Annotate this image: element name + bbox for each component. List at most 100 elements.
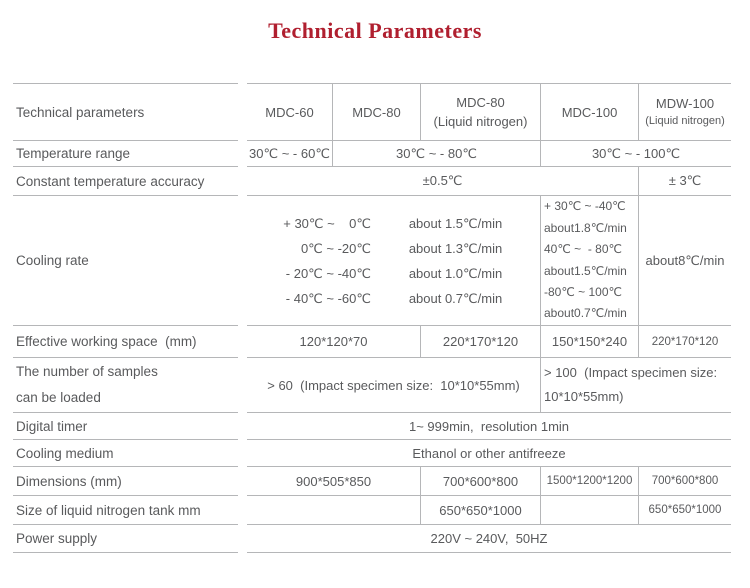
tank-size-mdw100: 650*650*1000 [648,504,722,516]
samples-group2-line2: 10*10*55mm) [544,389,624,404]
cell-cooling-rate-mdw100: about8℃/min [639,196,731,326]
cell-cooling-rate-mdc100: + 30℃ ~ -40℃ about1.8℃/min 40℃ ~ - 80℃ a… [541,196,639,326]
label-dimensions: Dimensions (mm) [16,473,122,489]
label-row-liquid-nitrogen-tank-size: Size of liquid nitrogen tank mm [13,496,238,525]
cell-working-space-mdc80ln: 220*170*120 [421,326,541,358]
cell-temp-range-mdc80-group: 30℃ ~ - 80℃ [333,141,541,167]
label-row-technical-parameters: Technical parameters [13,84,238,141]
working-space-mdw100: 220*170*120 [651,335,719,348]
samples-group2-line1: > 100 (Impact specimen size: [544,365,718,380]
cell-cooling-rate-main: + 30℃ ~ 0℃ 0℃ ~ -20℃ - 20℃ ~ -40℃ - 40℃ … [247,196,541,326]
cooling-rate-mdw100: about8℃/min [645,252,725,268]
label-row-cooling-medium: Cooling medium [13,440,238,467]
cell-dimensions-mdc80ln: 700*600*800 [421,467,541,496]
dimensions-mdc60-80: 900*505*850 [295,473,372,489]
cooling-mdc100-line: -80℃ ~ 100℃ [544,284,622,299]
dimensions-mdc100: 1500*1200*1200 [546,475,633,487]
cooling-rate-line: about 1.5℃/min [408,215,503,231]
cooling-range-line: 0℃ ~ -20℃ [300,240,371,256]
header-mdw100-subtitle: (Liquid nitrogen) [645,115,725,127]
cell-temp-range-mdc100-group: 30℃ ~ - 100℃ [541,141,731,167]
cooling-mdc100-line: 40℃ ~ - 80℃ [544,242,622,257]
parameter-labels-column: Technical parameters Temperature range C… [13,83,238,553]
cell-dimensions-mdw100: 700*600*800 [639,467,731,496]
cooling-mdc100-line: about1.5℃/min [544,263,627,278]
cell-temp-range-mdc60: 30℃ ~ - 60℃ [247,141,333,167]
page-title: Technical Parameters [268,18,482,43]
cell-header-mdc60: MDC-60 [247,84,333,141]
cell-accuracy-mdw100: ± 3℃ [639,167,731,196]
label-row-effective-working-space: Effective working space (mm) [13,326,238,358]
cooling-mdc100-line: about1.8℃/min [544,220,627,235]
cell-cooling-medium: Ethanol or other antifreeze [247,440,731,467]
label-power-supply: Power supply [16,531,98,546]
header-mdw100-name: MDW-100 [655,96,715,111]
label-number-of-samples-line1: The number of samples [16,364,158,379]
label-row-cooling-rate: Cooling rate [13,196,238,326]
label-row-number-of-samples: The number of samples can be loaded [13,358,238,413]
cell-working-space-mdw100: 220*170*120 [639,326,731,358]
cell-dimensions-mdc60-80: 900*505*850 [247,467,421,496]
label-cooling-medium: Cooling medium [16,445,114,461]
label-technical-parameters: Technical parameters [16,104,145,120]
label-liquid-nitrogen-tank-size: Size of liquid nitrogen tank mm [16,502,201,518]
cell-samples-group1: > 60 (Impact specimen size: 10*10*55mm) [247,358,541,413]
temp-range-mdc60: 30℃ ~ - 60℃ [249,145,330,161]
dimensions-mdw100: 700*600*800 [651,475,719,487]
cell-header-mdc80: MDC-80 [333,84,421,141]
cooling-mdc100-line: about0.7℃/min [544,306,627,321]
cell-working-space-mdc100: 150*150*240 [541,326,639,358]
cell-tank-size-mdw100: 650*650*1000 [639,496,731,525]
cooling-rate-line: about 1.0℃/min [408,265,503,281]
label-cooling-rate: Cooling rate [16,253,89,268]
cell-tank-size-mdc60-80 [247,496,421,525]
cell-header-mdw100-liquid-nitrogen: MDW-100 (Liquid nitrogen) [639,84,731,141]
cooling-range-line: - 40℃ ~ -60℃ [285,290,371,306]
cooling-rate-line: about 1.3℃/min [408,240,503,256]
working-space-mdc80ln: 220*170*120 [442,334,519,349]
technical-parameters-values-grid: MDC-60 MDC-80 MDC-80 (Liquid nitrogen) M… [247,83,731,553]
label-row-digital-timer: Digital timer [13,413,238,440]
header-mdc60: MDC-60 [265,104,314,120]
cooling-range-line: - 20℃ ~ -40℃ [285,265,371,281]
working-space-mdc60-80: 120*120*70 [299,334,368,349]
cell-header-mdc80-liquid-nitrogen: MDC-80 (Liquid nitrogen) [421,84,541,141]
samples-group1: > 60 (Impact specimen size: 10*10*55mm) [267,377,520,393]
label-effective-working-space: Effective working space (mm) [16,334,197,349]
power-supply-value: 220V ~ 240V, 50HZ [430,531,548,546]
cooling-medium-value: Ethanol or other antifreeze [412,445,566,461]
cooling-range-line: + 30℃ ~ 0℃ [283,215,371,231]
temp-range-mdc100-group: 30℃ ~ - 100℃ [591,145,681,161]
cell-tank-size-mdc80ln: 650*650*1000 [421,496,541,525]
temp-range-mdc80-group: 30℃ ~ - 80℃ [396,145,477,161]
accuracy-main: ±0.5℃ [422,173,463,188]
header-mdc100: MDC-100 [561,104,618,120]
cell-power-supply: 220V ~ 240V, 50HZ [247,525,731,553]
label-row-temperature-range: Temperature range [13,141,238,167]
label-digital-timer: Digital timer [16,418,88,434]
digital-timer-value: 1~ 999min, resolution 1min [408,418,570,434]
cooling-mdc100-line: + 30℃ ~ -40℃ [544,199,626,214]
label-constant-temperature-accuracy: Constant temperature accuracy [16,173,205,189]
cell-tank-size-mdc100 [541,496,639,525]
cooling-rate-line: about 0.7℃/min [408,290,503,306]
cell-accuracy-main: ±0.5℃ [247,167,639,196]
cell-dimensions-mdc100: 1500*1200*1200 [541,467,639,496]
cell-samples-group2: > 100 (Impact specimen size: 10*10*55mm) [541,358,731,413]
header-mdc80-ln-subtitle: (Liquid nitrogen) [433,114,528,129]
label-number-of-samples-line2: can be loaded [16,390,101,405]
label-row-dimensions: Dimensions (mm) [13,467,238,496]
label-row-power-supply: Power supply [13,525,238,553]
header-mdc80-ln-name: MDC-80 [456,95,505,110]
working-space-mdc100: 150*150*240 [551,334,628,349]
tank-size-mdc80ln: 650*650*1000 [439,502,522,518]
label-row-constant-temperature-accuracy: Constant temperature accuracy [13,167,238,196]
cell-digital-timer: 1~ 999min, resolution 1min [247,413,731,440]
cooling-rate-temperature-ranges: + 30℃ ~ 0℃ 0℃ ~ -20℃ - 20℃ ~ -40℃ - 40℃ … [247,211,371,311]
cooling-rate-values: about 1.5℃/min about 1.3℃/min about 1.0℃… [371,211,540,311]
dimensions-mdc80ln: 700*600*800 [442,473,519,489]
accuracy-mdw100: ± 3℃ [668,173,702,188]
label-temperature-range: Temperature range [16,146,131,161]
header-mdc80: MDC-80 [352,104,401,120]
cell-header-mdc100: MDC-100 [541,84,639,141]
